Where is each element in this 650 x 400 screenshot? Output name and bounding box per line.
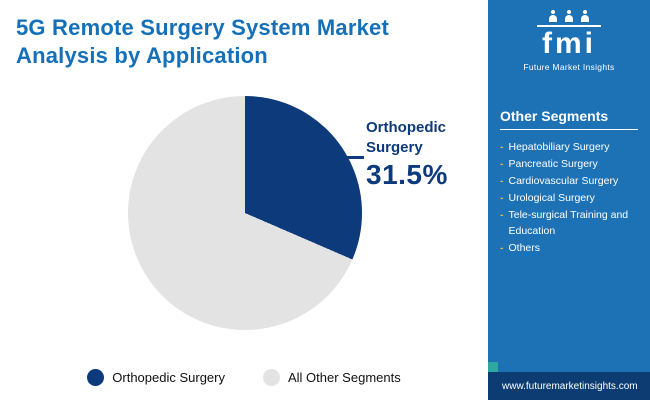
- logo-divider: [537, 25, 601, 27]
- annotation-arrow-icon: [328, 151, 364, 164]
- page-title: 5G Remote Surgery System Market Analysis…: [16, 14, 478, 70]
- legend-item-orthopedic: Orthopedic Surgery: [87, 369, 225, 386]
- slice-annotation: Orthopedic Surgery 31.5%: [366, 118, 484, 191]
- legend-item-other: All Other Segments: [263, 369, 401, 386]
- bullet-dash-icon: -: [500, 192, 504, 205]
- annotation-value: 31.5%: [366, 159, 448, 190]
- title-line-1: 5G Remote Surgery System Market: [16, 15, 390, 40]
- pie-chart: [128, 96, 362, 330]
- segments-list: - Hepatobiliary Surgery - Pancreatic Surge…: [500, 140, 638, 257]
- segment-label: Others: [508, 241, 541, 254]
- legend: Orthopedic Surgery All Other Segments: [0, 369, 488, 386]
- list-item: - Pancreatic Surgery: [500, 157, 638, 172]
- bullet-dash-icon: -: [500, 209, 504, 222]
- main-column: 5G Remote Surgery System Market Analysis…: [0, 0, 488, 400]
- fmi-logo: fmi Future Market Insights: [488, 0, 650, 80]
- logo-text: fmi: [542, 27, 596, 60]
- legend-swatch-other-icon: [263, 369, 280, 386]
- list-item: - Others: [500, 241, 638, 256]
- person-icon: [581, 10, 590, 22]
- header: 5G Remote Surgery System Market Analysis…: [0, 0, 488, 92]
- bullet-dash-icon: -: [500, 241, 504, 254]
- list-item: - Hepatobiliary Surgery: [500, 140, 638, 155]
- title-line-2: Analysis by Application: [16, 42, 268, 68]
- legend-label: All Other Segments: [288, 370, 401, 385]
- list-item: - Cardiovascular Surgery: [500, 174, 638, 189]
- list-item: - Tele-surgical Training and Education: [500, 208, 638, 238]
- website-link[interactable]: www.futuremarketinsights.com: [502, 380, 638, 392]
- segment-label: Tele-surgical Training and Education: [508, 209, 629, 237]
- person-icon: [549, 10, 558, 22]
- bullet-dash-icon: -: [500, 157, 504, 170]
- other-segments-panel: Other Segments - Hepatobiliary Surgery -P…: [488, 80, 650, 257]
- segment-label: Pancreatic Surgery: [508, 157, 598, 170]
- footer-accent-square: [488, 362, 498, 372]
- pie-chart-area: Orthopedic Surgery 31.5% Orthopedic Surg…: [0, 92, 488, 400]
- list-item: - Urological Surgery: [500, 191, 638, 206]
- person-icon: [565, 10, 574, 22]
- sidebar-heading: Other Segments: [500, 108, 638, 130]
- annotation-label: Orthopedic Surgery: [366, 119, 447, 156]
- segment-label: Cardiovascular Surgery: [508, 174, 619, 187]
- segment-label: Urological Surgery: [508, 192, 595, 205]
- logo-tagline: Future Market Insights: [523, 61, 615, 72]
- sidebar-footer: www.futuremarketinsights.com: [488, 372, 650, 400]
- legend-label: Orthopedic Surgery: [112, 370, 225, 385]
- medical-icons: [496, 10, 642, 22]
- bullet-dash-icon: -: [500, 140, 504, 153]
- bullet-dash-icon: -: [500, 174, 504, 187]
- sidebar: fmi Future Market Insights Other Segment…: [488, 0, 650, 400]
- segment-label: Hepatobiliary Surgery: [508, 140, 610, 153]
- legend-swatch-orthopedic-icon: [87, 369, 105, 386]
